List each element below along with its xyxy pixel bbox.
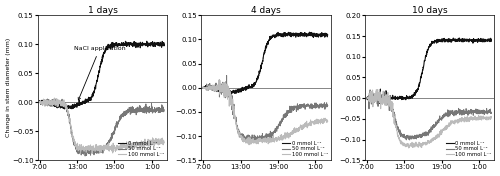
Legend: 0 mmol L⁻¹, 50 mmol L⁻¹, 100 mmol L⁻¹: 0 mmol L⁻¹, 50 mmol L⁻¹, 100 mmol L⁻¹	[445, 140, 492, 158]
Title: 4 days: 4 days	[251, 6, 281, 15]
Legend: 0 mmol L⁻¹, 50 mmol L⁻¹, 100 mmol L⁻¹: 0 mmol L⁻¹, 50 mmol L⁻¹, 100 mmol L⁻¹	[118, 140, 164, 158]
Title: 10 days: 10 days	[412, 6, 448, 15]
Legend: 0 mmol L⁻¹, 50 mmol L⁻¹, 100 mmol L⁻¹: 0 mmol L⁻¹, 50 mmol L⁻¹, 100 mmol L⁻¹	[282, 140, 328, 158]
Text: NaCl application: NaCl application	[74, 46, 126, 100]
Y-axis label: Change in stem diameter (mm): Change in stem diameter (mm)	[6, 38, 10, 137]
Title: 1 days: 1 days	[88, 6, 118, 15]
